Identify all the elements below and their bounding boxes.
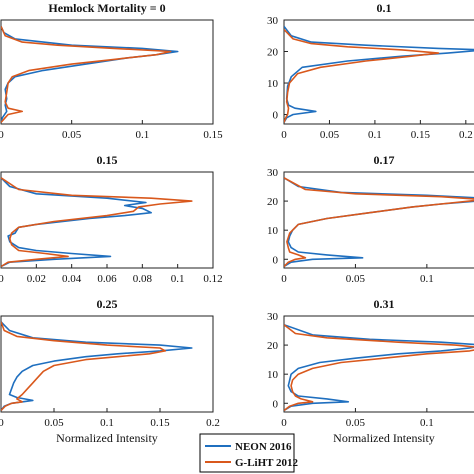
x-tick-label: 0.2 [206, 417, 220, 429]
x-tick-label: 0.05 [346, 273, 366, 285]
series-line-gliht [1, 321, 167, 412]
x-tick-label: 0 [281, 129, 287, 141]
x-tick-label: 0.15 [150, 417, 170, 429]
y-tick-label: 30 [267, 15, 279, 27]
x-tick-label: 0 [0, 273, 4, 285]
panel-frame [0, 171, 214, 269]
panel-title: 0.17 [374, 153, 395, 167]
x-tick-label: 0.06 [97, 273, 117, 285]
y-tick-label: 0 [273, 254, 279, 266]
panel-title: Hemlock Mortality = 0 [48, 1, 165, 15]
x-tick-label: 0.15 [411, 129, 431, 141]
x-tick-label: 0.12 [203, 273, 222, 285]
y-tick-label: 20 [267, 340, 279, 352]
x-tick-label: 0 [281, 417, 287, 429]
panel-frame [283, 171, 474, 269]
y-tick-label: 0 [273, 398, 279, 410]
panel-6: 0.31 0 0.05 0.1 0 10 20 30 Normalized Intensity [267, 297, 474, 445]
panel-title: 0.15 [97, 153, 118, 167]
y-tick-label: 30 [267, 167, 279, 179]
x-tick-label: 0.15 [203, 129, 223, 141]
x-tick-label: 0.1 [171, 273, 185, 285]
series-line-gliht [284, 177, 474, 268]
x-tick-label: 0.05 [346, 417, 366, 429]
series-line-gliht [284, 324, 474, 412]
y-tick-label: 30 [267, 311, 279, 323]
series-line-neon [284, 323, 474, 412]
series-line-neon [1, 321, 193, 411]
x-axis-label: Normalized Intensity [333, 431, 435, 445]
x-tick-label: 0 [0, 129, 4, 141]
y-tick-label: 20 [267, 47, 279, 59]
x-tick-label: 0.08 [133, 273, 153, 285]
panel-5: 0.25 0 0.05 0.1 0.15 0.2 Normalized Intensity [0, 297, 220, 445]
x-tick-label: 0.04 [62, 273, 82, 285]
panel-3: 0.15 0 0.02 0.04 0.06 0.08 0.1 0.12 [0, 153, 223, 285]
y-tick-label: 10 [267, 369, 279, 381]
series-line-gliht [1, 25, 172, 123]
x-tick-label: 0.1 [100, 417, 114, 429]
panel-title: 0.31 [374, 297, 395, 311]
series-line-neon [284, 25, 474, 123]
series-line-gliht [1, 177, 193, 268]
panel-frame [283, 19, 474, 125]
y-tick-label: 20 [267, 196, 279, 208]
panel-1: Hemlock Mortality = 0 0 0.05 0.1 0.15 [0, 1, 223, 141]
panel-4: 0.17 0 0.05 0.1 0 10 20 30 [267, 153, 474, 285]
legend-label-neon: NEON 2016 [235, 441, 292, 453]
x-tick-label: 0.1 [420, 273, 434, 285]
panel-frame [0, 315, 214, 413]
x-axis-label: Normalized Intensity [56, 431, 158, 445]
legend: NEON 2016 G-LiHT 2012 [199, 433, 299, 473]
series-line-gliht [284, 28, 440, 123]
x-tick-label: 0.1 [368, 129, 382, 141]
x-tick-label: 0.2 [459, 129, 473, 141]
x-tick-label: 0.05 [320, 129, 340, 141]
x-tick-label: 0.1 [135, 129, 149, 141]
y-tick-label: 0 [273, 110, 279, 122]
x-tick-label: 0.02 [27, 273, 46, 285]
series-line-neon [1, 25, 179, 123]
x-tick-label: 0.1 [420, 417, 434, 429]
x-tick-label: 0.05 [44, 417, 64, 429]
y-tick-label: 10 [267, 225, 279, 237]
panel-2: 0.1 0 0.05 0.1 0.15 0.2 0 10 20 30 [267, 1, 474, 141]
panels: Hemlock Mortality = 0 0 0.05 0.1 0.15 0.1 0 0.0… [0, 1, 474, 445]
x-tick-label: 0.05 [62, 129, 82, 141]
panel-title: 0.1 [377, 1, 392, 15]
x-tick-label: 0 [281, 273, 287, 285]
panel-title: 0.25 [97, 297, 118, 311]
x-tick-label: 0 [0, 417, 4, 429]
legend-box [199, 433, 295, 473]
y-tick-label: 10 [267, 78, 279, 90]
legend-label-gliht: G-LiHT 2012 [235, 457, 299, 469]
